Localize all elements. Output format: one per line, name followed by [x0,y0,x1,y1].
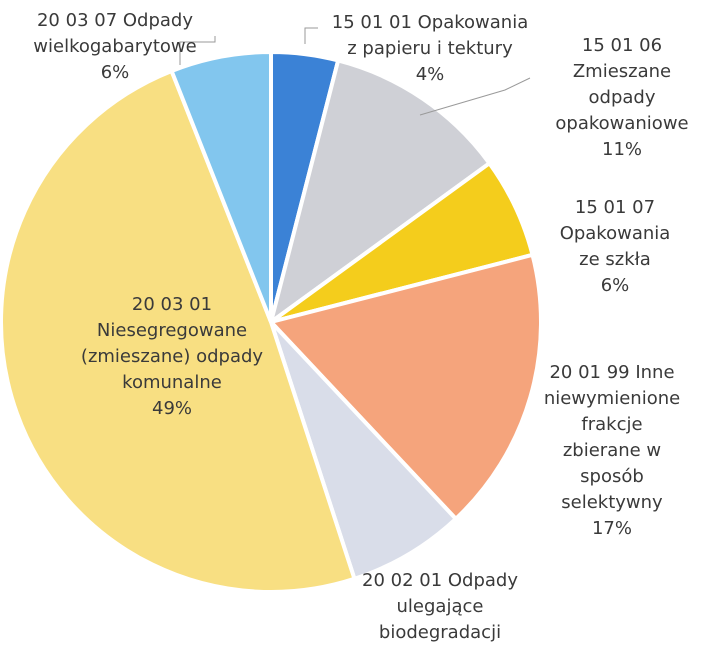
pie-slice [169,49,273,323]
category-label: 20 02 01 Odpady ulegające biodegradacji [361,570,519,643]
slice-label: 15 01 01 Opakowania z papieru i tektury 4… [332,10,529,88]
category-label: 15 01 07 Opakowania ze szkła [559,197,671,270]
pie-slice [267,58,493,327]
category-label: 20 03 01 Niesegregowane (zmieszane) odpa… [80,294,264,393]
pie-slice [267,252,543,522]
leader-line [304,27,318,44]
leader-line [179,36,216,65]
value-label: 17% [591,518,632,539]
slice-label: 20 03 01 Niesegregowane (zmieszane) odpa… [81,292,263,422]
pie-slice [0,68,357,594]
leader-line [419,77,531,116]
value-label: 6% [600,275,630,296]
slice-label: 20 03 07 Odpady wielkogabarytowe 6% [33,8,196,86]
slice-label: 20 01 99 Inne niewymienione frakcje zbie… [544,360,680,542]
slice-label: 20 02 01 Odpady ulegające biodegradacji [362,568,518,646]
value-label: 4% [415,64,445,85]
category-label: 20 01 99 Inne niewymienione frakcje zbie… [543,362,681,513]
pie-slice [269,320,459,582]
value-label: 6% [100,62,130,83]
pie [0,49,543,594]
slice-label: 15 01 07 Opakowania ze szkła 6% [559,195,671,299]
category-label: 20 03 07 Odpady wielkogabarytowe [33,10,197,57]
slice-label: 15 01 06 Zmieszane odpady opakowaniowe 11… [555,33,688,163]
category-label: 15 01 01 Opakowania z papieru i tektury [331,12,529,59]
value-label: 49% [151,398,193,419]
value-label: 11% [601,139,643,160]
category-label: 15 01 06 Zmieszane odpady opakowaniowe [555,35,689,134]
